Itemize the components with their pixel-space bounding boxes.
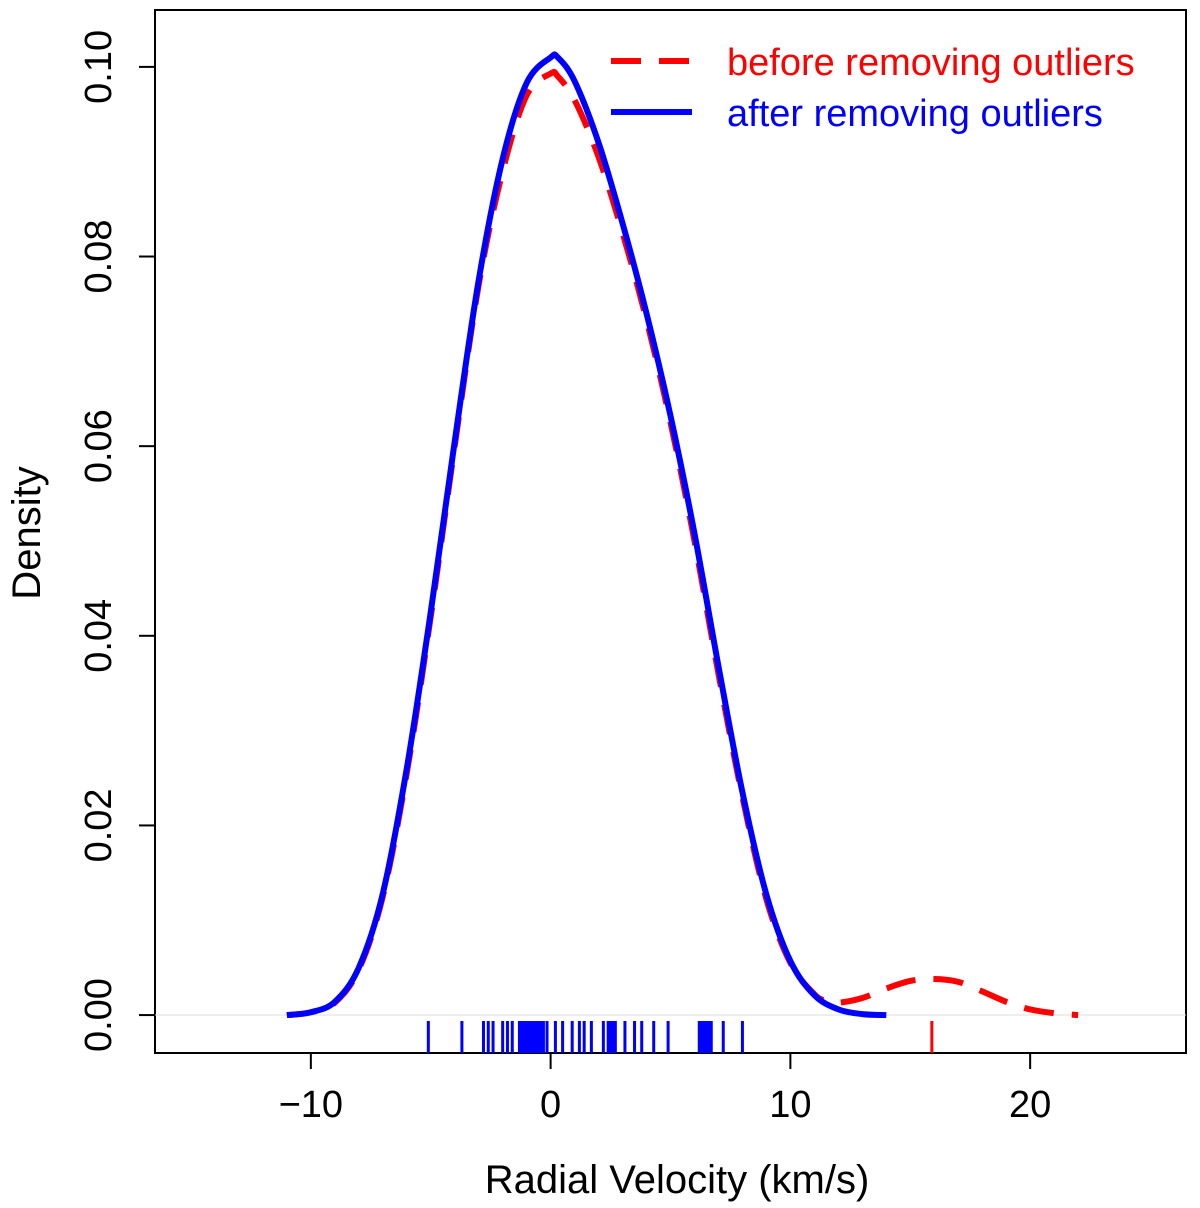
y-tick-label: 0.00 [78,978,120,1052]
x-tick-label: 20 [1009,1084,1051,1126]
plot-frame [154,9,1187,1054]
series-layer [286,51,1079,1019]
y-tick-label: 0.10 [78,30,120,104]
y-tick-label: 0.04 [78,599,120,673]
y-tick-label: 0.02 [78,788,120,862]
series-line-after [286,51,887,1019]
y-axis-title: Density [5,466,49,599]
y-tick-label: 0.08 [78,220,120,294]
series-line-before [286,68,1079,1019]
x-tick-label: 0 [540,1084,561,1126]
x-tick-label: −10 [279,1084,343,1126]
y-tick-label: 0.06 [78,409,120,483]
x-axis: −10 0 10 20 [279,1053,1051,1126]
x-axis-title: Radial Velocity (km/s) [485,1158,870,1202]
rug-layer [426,1021,934,1053]
legend: before removing outliers after removing … [611,42,1135,135]
y-axis: 0.00 0.02 0.04 0.06 0.08 0.10 [78,30,155,1052]
legend-label-before: before removing outliers [727,42,1135,84]
x-tick-label: 10 [769,1084,811,1126]
legend-label-after: after removing outliers [727,93,1103,135]
